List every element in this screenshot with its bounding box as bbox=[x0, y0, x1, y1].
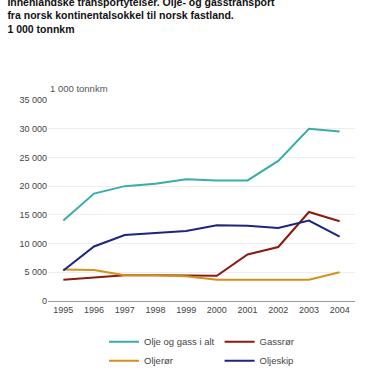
svg-text:1996: 1996 bbox=[84, 305, 104, 315]
svg-text:2001: 2001 bbox=[238, 305, 258, 315]
svg-text:Olje og gass i alt: Olje og gass i alt bbox=[144, 336, 215, 347]
svg-text:35 000: 35 000 bbox=[19, 95, 47, 105]
svg-text:2000: 2000 bbox=[207, 305, 227, 315]
svg-text:10 000: 10 000 bbox=[19, 239, 47, 249]
svg-text:15 000: 15 000 bbox=[19, 210, 47, 220]
svg-text:2004: 2004 bbox=[330, 305, 350, 315]
svg-text:Oljerør: Oljerør bbox=[144, 355, 173, 366]
svg-text:1997: 1997 bbox=[115, 305, 135, 315]
svg-text:Gassrør: Gassrør bbox=[260, 336, 294, 347]
svg-text:0: 0 bbox=[42, 296, 47, 306]
svg-text:25 000: 25 000 bbox=[19, 153, 47, 163]
svg-text:1995: 1995 bbox=[53, 305, 73, 315]
svg-text:20 000: 20 000 bbox=[19, 181, 47, 191]
svg-text:2003: 2003 bbox=[299, 305, 319, 315]
svg-text:1999: 1999 bbox=[176, 305, 196, 315]
svg-text:5 000: 5 000 bbox=[24, 267, 47, 277]
svg-text:30 000: 30 000 bbox=[19, 124, 47, 134]
svg-text:1 000 tonnkm: 1 000 tonnkm bbox=[50, 83, 108, 94]
svg-text:Oljeskip: Oljeskip bbox=[260, 355, 294, 366]
svg-text:Innenlandske transportytelser.: Innenlandske transportytelser. Olje- og … bbox=[7, 0, 275, 35]
svg-text:2002: 2002 bbox=[268, 305, 288, 315]
svg-text:1998: 1998 bbox=[145, 305, 165, 315]
